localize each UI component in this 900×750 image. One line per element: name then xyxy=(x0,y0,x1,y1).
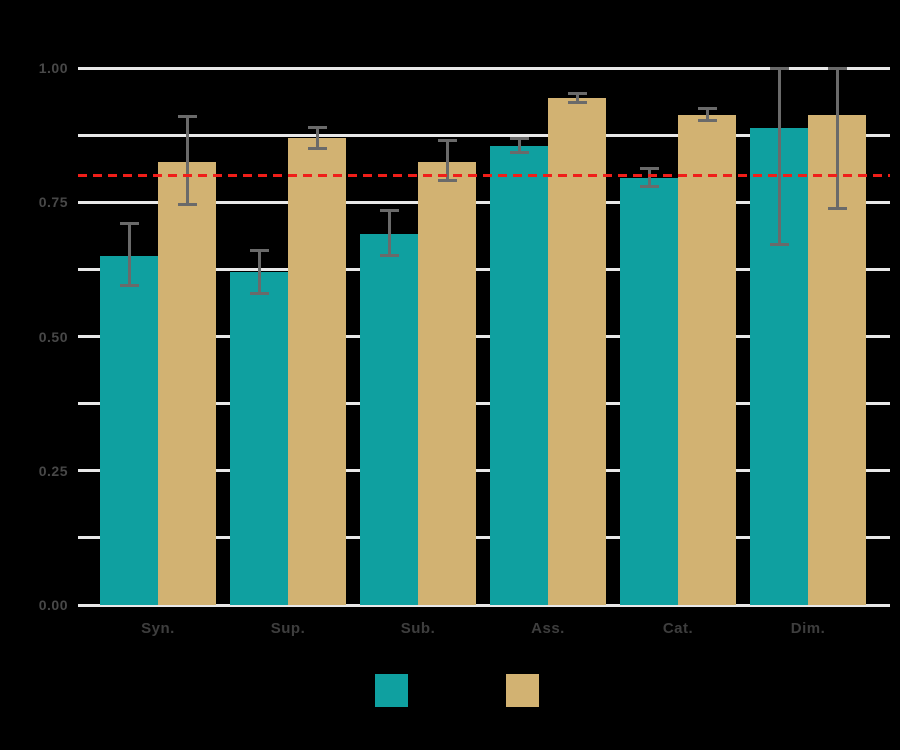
error-bar-cap xyxy=(639,167,659,171)
error-bar-stem xyxy=(257,250,261,294)
error-bar-cap xyxy=(639,184,659,188)
y-tick-label: 1.00 xyxy=(38,60,68,76)
gridline xyxy=(78,335,890,338)
error-bar-cap xyxy=(697,119,717,123)
error-bar-cap xyxy=(827,66,847,70)
x-category-label: Ass. xyxy=(531,620,565,637)
bar-tan-series-sup xyxy=(288,137,346,605)
gridline xyxy=(78,200,890,204)
error-bar-cap xyxy=(509,150,529,154)
gridline xyxy=(78,469,890,473)
bar-tan-series-sub xyxy=(418,161,476,605)
y-tick-label: 0.75 xyxy=(38,194,68,211)
error-bar-cap xyxy=(437,179,457,183)
error-bar-cap xyxy=(177,114,197,118)
error-bar-cap xyxy=(249,249,269,253)
bar-teal-series-cat xyxy=(620,178,678,605)
error-bar-stem xyxy=(835,68,839,209)
y-tick-label: 0.00 xyxy=(38,597,68,613)
y-tick-label: 0.50 xyxy=(38,328,68,345)
x-category-label: Syn. xyxy=(141,620,175,637)
error-bar-cap xyxy=(567,101,587,105)
gridline xyxy=(78,66,890,70)
bar-tan-series-cat xyxy=(678,114,736,605)
error-bar-cap xyxy=(307,125,327,129)
error-bar-cap xyxy=(379,254,399,258)
x-category-label: Dim. xyxy=(790,620,826,637)
bar-teal-series-ass xyxy=(490,145,548,605)
error-bar-stem xyxy=(517,138,521,153)
error-bar-cap xyxy=(509,137,529,141)
error-bar-stem xyxy=(647,168,651,187)
reference-line xyxy=(78,173,890,177)
error-bar-stem xyxy=(387,210,391,256)
gridline xyxy=(78,536,890,540)
error-bar-cap xyxy=(307,147,327,151)
error-bar-stem xyxy=(705,108,709,121)
bar-teal-series-sup xyxy=(230,272,288,605)
error-bar-cap xyxy=(567,91,587,95)
bar-teal-series-sub xyxy=(360,234,418,605)
x-category-label: Sup. xyxy=(270,620,306,637)
error-bar-cap xyxy=(379,208,399,212)
error-bar-cap xyxy=(769,66,789,70)
bar-tan-series-ass xyxy=(548,97,606,605)
error-bar-stem xyxy=(185,116,189,205)
x-category-label: Sub. xyxy=(400,620,436,637)
error-bar-cap xyxy=(177,203,197,207)
gridline xyxy=(78,133,890,137)
error-bar-cap xyxy=(119,283,139,287)
error-bar-cap xyxy=(697,107,717,111)
error-bar-stem xyxy=(575,93,579,103)
error-bar-stem xyxy=(127,223,131,286)
error-bar-cap xyxy=(249,292,269,296)
gridline xyxy=(78,267,890,271)
y-tick-label: 0.25 xyxy=(38,462,68,479)
gridline xyxy=(78,402,890,406)
gridline xyxy=(78,603,890,607)
error-bar-cap xyxy=(769,242,789,246)
error-bar-stem xyxy=(445,140,449,181)
error-bar-stem xyxy=(777,68,781,245)
bar-teal-series-syn xyxy=(100,255,158,605)
error-bar-cap xyxy=(827,207,847,211)
bar-tan-series-syn xyxy=(158,161,216,605)
x-category-label: Cat. xyxy=(662,620,694,637)
error-bar-cap xyxy=(119,222,139,226)
error-bar-stem xyxy=(315,127,319,149)
error-bar-cap xyxy=(437,138,457,142)
